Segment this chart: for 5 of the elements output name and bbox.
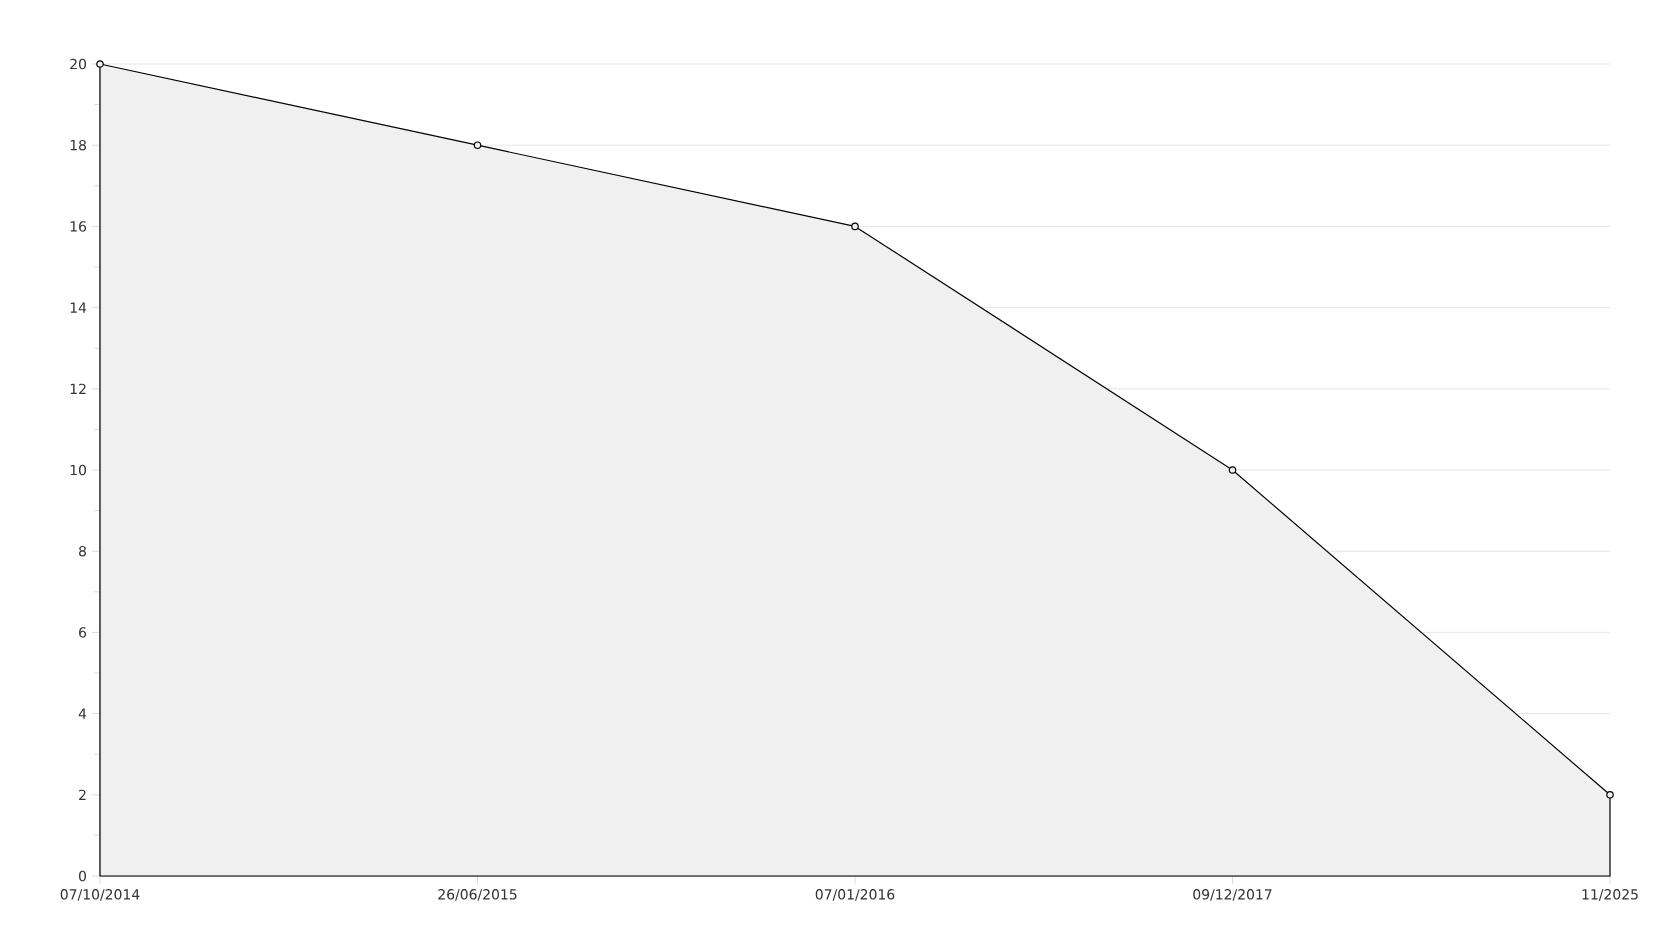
point [851, 222, 859, 231]
point [1606, 791, 1614, 799]
point [473, 141, 482, 149]
point [96, 60, 104, 68]
point [1228, 466, 1237, 474]
